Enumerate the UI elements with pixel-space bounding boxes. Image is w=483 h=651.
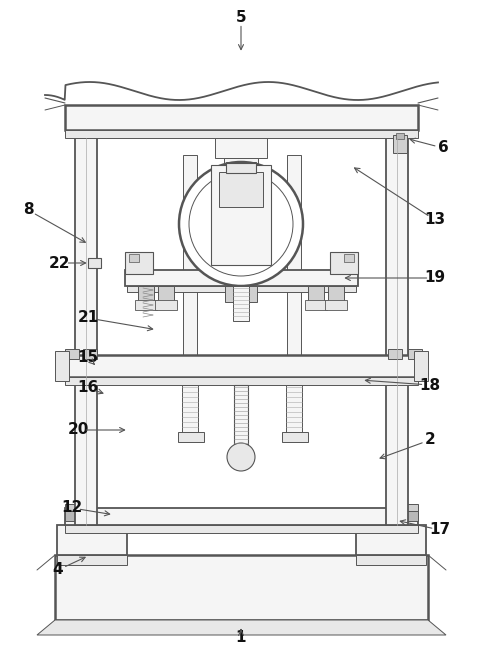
Bar [65, 508, 418, 525]
Text: 12: 12 [61, 501, 83, 516]
Bar [65, 130, 418, 138]
Text: 17: 17 [429, 523, 451, 538]
Bar [158, 286, 174, 306]
Bar [211, 165, 271, 265]
Text: 15: 15 [77, 350, 99, 365]
Text: 5: 5 [236, 10, 246, 25]
Text: 21: 21 [77, 311, 99, 326]
Bar [356, 525, 426, 555]
Bar [75, 138, 97, 525]
Bar [234, 385, 248, 445]
Text: 20: 20 [67, 422, 89, 437]
Bar [55, 555, 428, 620]
Bar [83, 349, 97, 359]
Bar [65, 525, 418, 533]
Bar [129, 254, 139, 262]
Bar [305, 300, 327, 310]
Bar [88, 258, 101, 268]
Bar [55, 351, 69, 381]
Bar [388, 504, 418, 512]
Bar [344, 254, 354, 262]
Bar [224, 158, 258, 178]
Bar [57, 525, 127, 555]
Bar [286, 385, 302, 435]
Bar [138, 286, 154, 306]
Bar [57, 555, 127, 565]
Bar [408, 349, 422, 359]
Bar [328, 286, 344, 306]
Bar [225, 286, 257, 302]
Bar [182, 385, 198, 435]
Bar [226, 163, 256, 173]
Bar [215, 138, 267, 158]
Bar [65, 355, 418, 377]
Circle shape [179, 162, 303, 286]
Bar [135, 300, 157, 310]
Bar [325, 300, 347, 310]
Bar [330, 252, 358, 274]
Bar [155, 300, 177, 310]
Text: 22: 22 [49, 255, 71, 271]
Text: 6: 6 [438, 141, 448, 156]
Text: 19: 19 [425, 271, 445, 286]
Bar [219, 172, 263, 207]
Text: 1: 1 [236, 631, 246, 646]
Text: 2: 2 [425, 432, 435, 447]
Bar [388, 349, 402, 359]
Text: 8: 8 [23, 202, 33, 217]
Bar [125, 252, 153, 274]
Bar [65, 105, 418, 130]
Bar [226, 162, 256, 176]
Bar [414, 351, 428, 381]
Text: 4: 4 [53, 562, 63, 577]
Bar [65, 349, 79, 359]
Bar [178, 432, 204, 442]
Bar [308, 286, 324, 306]
Text: 18: 18 [419, 378, 440, 393]
Bar [125, 270, 358, 286]
Bar [233, 286, 249, 321]
Bar [287, 155, 301, 380]
Bar [356, 555, 426, 565]
Bar [65, 377, 418, 385]
Circle shape [227, 443, 255, 471]
Bar [127, 286, 356, 292]
Bar [396, 133, 404, 139]
Bar [393, 135, 407, 153]
Bar [404, 511, 418, 521]
Text: 13: 13 [425, 212, 445, 227]
Bar [282, 432, 308, 442]
Polygon shape [37, 620, 446, 635]
Bar [65, 511, 79, 521]
Bar [65, 504, 95, 512]
Bar [183, 155, 197, 380]
Bar [386, 138, 408, 525]
Text: 16: 16 [77, 380, 99, 396]
